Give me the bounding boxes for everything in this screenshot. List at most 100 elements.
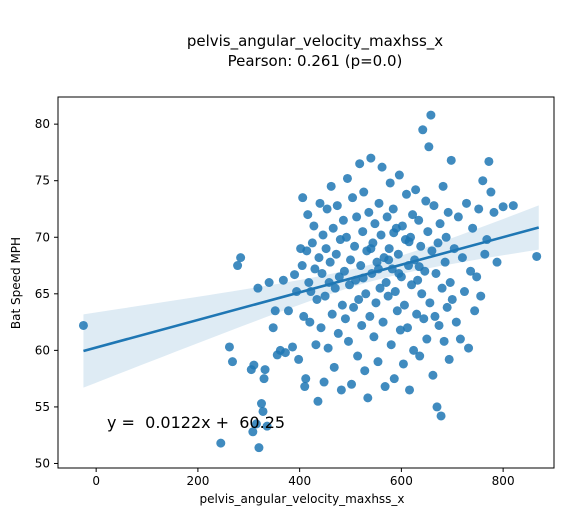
x-axis-label: pelvis_angular_velocity_maxhss_x bbox=[199, 492, 404, 506]
data-point bbox=[297, 261, 307, 271]
data-point bbox=[388, 204, 398, 214]
data-point bbox=[405, 385, 415, 395]
data-point bbox=[422, 334, 432, 344]
data-point bbox=[364, 207, 374, 217]
data-point bbox=[441, 232, 451, 242]
data-point bbox=[313, 396, 323, 406]
data-point bbox=[436, 411, 446, 421]
data-point bbox=[409, 345, 419, 355]
data-point bbox=[397, 221, 407, 231]
data-point bbox=[474, 204, 484, 214]
data-point bbox=[435, 219, 445, 229]
data-point bbox=[432, 402, 442, 412]
data-point bbox=[349, 302, 359, 312]
data-point bbox=[356, 261, 366, 271]
data-point bbox=[318, 230, 328, 240]
data-point bbox=[260, 365, 270, 375]
data-point bbox=[381, 278, 391, 287]
data-point bbox=[384, 255, 394, 265]
data-point bbox=[401, 189, 411, 199]
data-point bbox=[369, 332, 379, 342]
data-point bbox=[299, 311, 309, 321]
data-point bbox=[312, 294, 322, 304]
data-point bbox=[348, 193, 358, 203]
data-point bbox=[380, 382, 390, 392]
data-point bbox=[390, 287, 400, 297]
data-point bbox=[216, 438, 226, 448]
data-point bbox=[508, 201, 518, 211]
data-point bbox=[478, 176, 488, 186]
y-tick-label: 60 bbox=[35, 343, 50, 357]
data-point bbox=[331, 249, 341, 259]
data-point bbox=[446, 155, 456, 165]
data-point bbox=[415, 351, 425, 361]
data-point bbox=[404, 237, 414, 247]
data-point bbox=[311, 340, 321, 350]
data-point bbox=[437, 283, 447, 293]
data-point bbox=[434, 320, 444, 330]
data-point bbox=[338, 215, 348, 225]
data-point bbox=[398, 359, 408, 369]
data-point bbox=[236, 253, 246, 263]
data-point bbox=[462, 198, 471, 208]
data-point bbox=[366, 244, 376, 254]
data-point bbox=[253, 283, 263, 293]
data-point bbox=[298, 193, 308, 203]
data-point bbox=[343, 336, 353, 346]
data-point bbox=[304, 278, 314, 287]
x-tick-label: 400 bbox=[288, 474, 311, 488]
data-point bbox=[290, 270, 300, 280]
data-point bbox=[411, 185, 421, 195]
data-point bbox=[466, 266, 476, 276]
data-point bbox=[370, 219, 380, 229]
data-point bbox=[342, 173, 352, 183]
data-point bbox=[340, 314, 350, 324]
data-point bbox=[464, 343, 474, 353]
data-point bbox=[373, 357, 383, 367]
data-point bbox=[394, 268, 404, 278]
data-point bbox=[389, 374, 399, 384]
data-point bbox=[354, 294, 364, 304]
data-point bbox=[453, 212, 463, 222]
y-tick-label: 70 bbox=[35, 230, 50, 244]
plot-area: 0 200 400 600 800 50 55 60 65 70 75 80 bbox=[35, 96, 555, 488]
data-point bbox=[358, 227, 368, 237]
data-point bbox=[457, 253, 467, 263]
data-point bbox=[328, 223, 338, 233]
data-point bbox=[414, 262, 424, 272]
data-point bbox=[439, 336, 449, 346]
data-point bbox=[395, 325, 405, 335]
data-point bbox=[455, 334, 465, 344]
data-point bbox=[224, 342, 234, 352]
data-point bbox=[442, 302, 452, 312]
data-point bbox=[254, 443, 264, 453]
data-point bbox=[333, 328, 343, 338]
data-point bbox=[341, 232, 351, 242]
data-point bbox=[359, 187, 369, 197]
data-point bbox=[399, 300, 409, 310]
data-point bbox=[268, 323, 278, 333]
data-point bbox=[337, 300, 347, 310]
data-point bbox=[484, 156, 494, 166]
data-point bbox=[326, 181, 336, 191]
data-point bbox=[386, 340, 396, 350]
data-point bbox=[336, 385, 346, 395]
data-point bbox=[302, 246, 312, 256]
data-point bbox=[251, 419, 261, 429]
data-point bbox=[433, 238, 443, 248]
data-point bbox=[438, 181, 448, 191]
data-point bbox=[360, 366, 370, 376]
data-point bbox=[355, 159, 365, 169]
data-point bbox=[321, 244, 331, 254]
data-point bbox=[258, 406, 268, 416]
data-point bbox=[426, 110, 436, 120]
data-point bbox=[259, 374, 269, 384]
data-point bbox=[353, 351, 363, 361]
data-point bbox=[300, 382, 310, 392]
chart-subtitle: Pearson: 0.261 (p=0.0) bbox=[228, 52, 403, 70]
data-point bbox=[347, 379, 357, 389]
data-point bbox=[383, 291, 393, 301]
axes-frame bbox=[57, 96, 555, 469]
data-point bbox=[459, 287, 469, 297]
